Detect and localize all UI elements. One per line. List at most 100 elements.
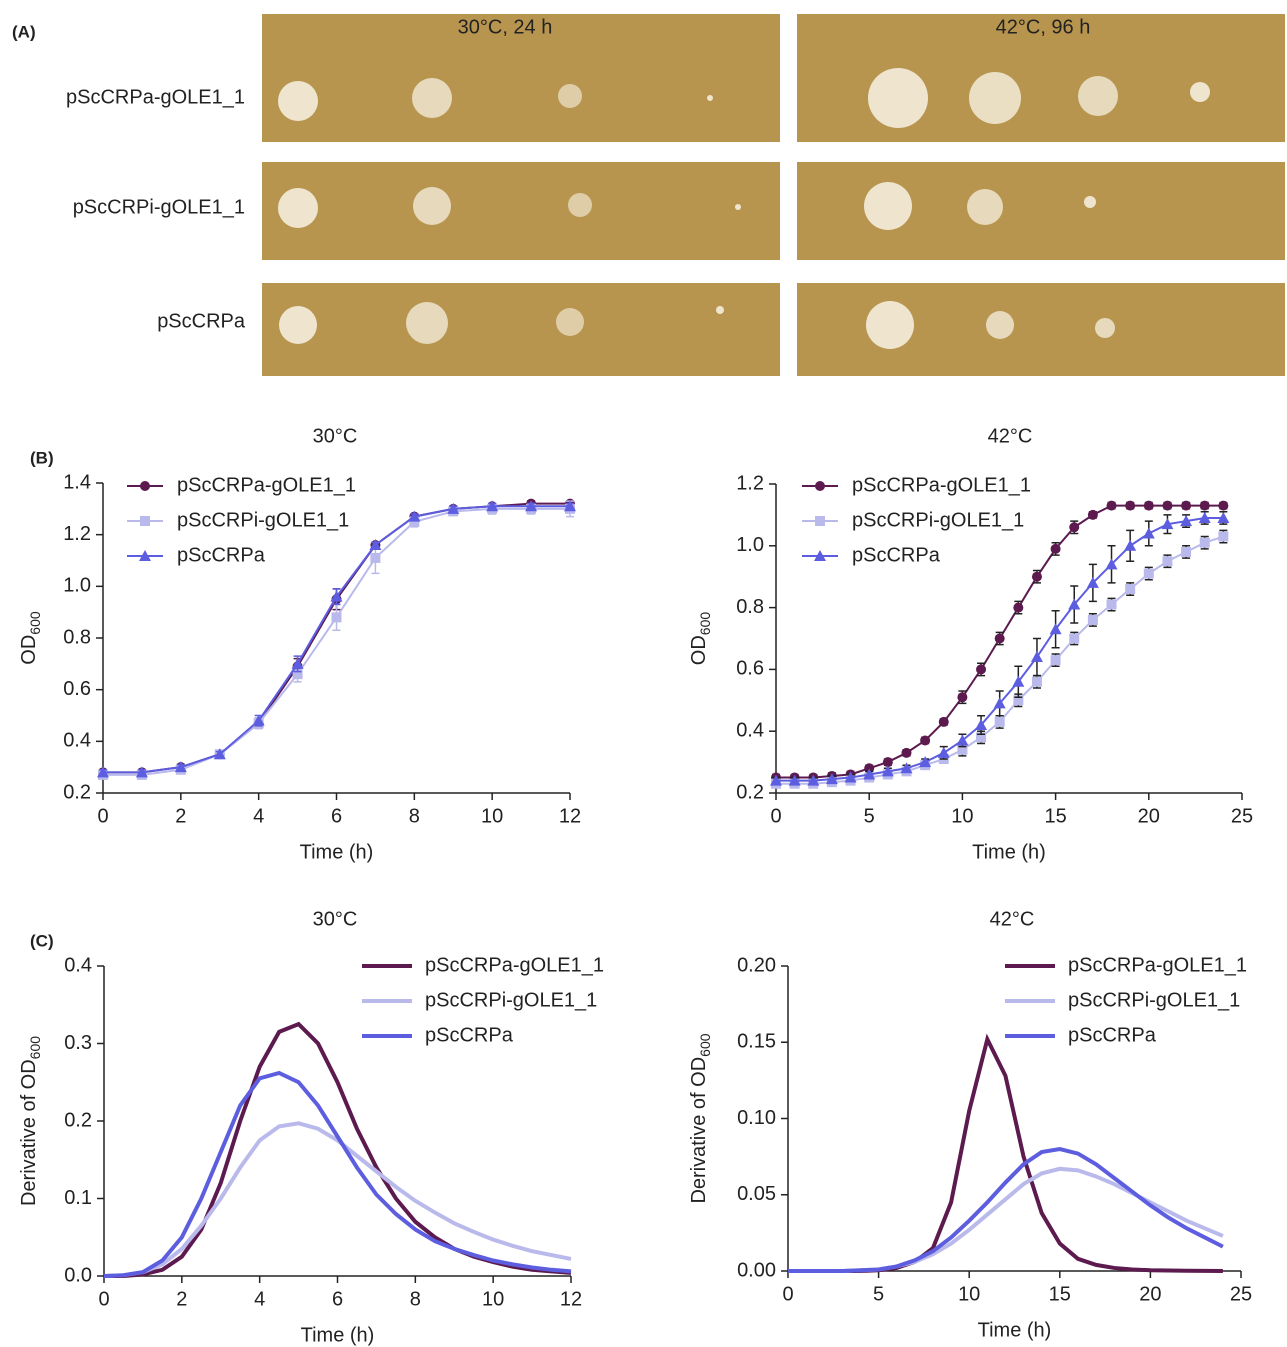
point	[252, 714, 265, 726]
y-tick-label: 0.15	[737, 1031, 776, 1053]
point	[174, 761, 187, 773]
plate	[262, 283, 780, 376]
line	[103, 507, 570, 776]
point	[920, 735, 931, 746]
point	[1162, 500, 1173, 511]
chart: 42°C 0.2 0.4 0.6 0.8 1.0 1.2 0 5 10 15 20 25 Time (h)…	[688, 425, 1253, 863]
point	[1181, 546, 1192, 557]
point	[807, 774, 820, 786]
plate	[262, 162, 780, 260]
spot	[278, 188, 318, 228]
line	[103, 1070, 572, 1278]
spot	[864, 182, 912, 230]
x-tick-label: 5	[873, 1283, 884, 1305]
point	[1143, 500, 1154, 511]
point	[213, 748, 226, 760]
point	[1086, 576, 1099, 588]
line	[788, 1033, 1223, 1273]
x-tick-label: 25	[1231, 805, 1253, 827]
line	[776, 535, 1224, 785]
series: pScCRPa	[103, 1024, 572, 1278]
point	[882, 757, 893, 768]
point	[1125, 500, 1136, 511]
x-tick-label: 0	[782, 1283, 793, 1305]
y-tick-label: 0.4	[64, 954, 92, 976]
point	[1161, 518, 1174, 530]
spot	[986, 311, 1014, 339]
point	[1069, 633, 1080, 644]
point	[919, 756, 932, 768]
chart-title: 30°C	[313, 908, 358, 930]
x-tick-label: 12	[559, 805, 581, 827]
line	[103, 1121, 572, 1278]
line	[104, 1021, 572, 1278]
panel-label: (A)	[12, 22, 36, 41]
point	[863, 768, 876, 780]
y-axis-label: Derivative of OD600	[688, 1033, 712, 1203]
point	[994, 716, 1005, 727]
point	[447, 502, 460, 514]
y-tick-label: 0.2	[64, 1109, 92, 1131]
point	[976, 732, 987, 743]
point	[1012, 675, 1025, 687]
point	[291, 657, 304, 669]
point	[1143, 568, 1154, 579]
y-tick-label: 0.10	[737, 1107, 776, 1129]
point	[1087, 509, 1098, 520]
x-tick-label: 20	[1139, 1283, 1161, 1305]
point	[1105, 558, 1118, 570]
legend-label: pScCRPa-gOLE1_1	[177, 474, 356, 496]
x-tick-label: 0	[97, 805, 108, 827]
point	[1013, 695, 1024, 706]
legend-label: pScCRPa	[425, 1024, 514, 1046]
x-tick-label: 10	[482, 1288, 504, 1310]
point	[957, 744, 968, 755]
series: pScCRPi-gOLE1_1	[103, 989, 597, 1278]
legend-marker	[815, 516, 825, 526]
series: pScCRPi-gOLE1_1	[771, 509, 1229, 789]
x-tick-label: 10	[481, 805, 503, 827]
point	[1106, 599, 1117, 610]
y-axis-label-main: OD	[18, 635, 40, 665]
legend-marker	[139, 550, 151, 561]
spot	[406, 302, 448, 344]
legend-marker	[815, 481, 825, 491]
y-tick-label: 0.05	[737, 1183, 776, 1205]
y-tick-label: 0.2	[63, 781, 91, 803]
x-tick-label: 12	[560, 1288, 582, 1310]
y-tick-label: 0.8	[63, 626, 91, 648]
point	[1106, 500, 1117, 511]
x-tick-label: 8	[410, 1288, 421, 1310]
point	[770, 774, 782, 786]
point	[1031, 676, 1042, 687]
spot	[412, 78, 452, 118]
x-tick-label: 4	[253, 805, 264, 827]
x-tick-label: 15	[1044, 805, 1066, 827]
point	[900, 762, 913, 774]
legend-label: pScCRPi-gOLE1_1	[1068, 989, 1240, 1011]
point	[956, 734, 969, 746]
point	[938, 716, 949, 727]
point	[993, 697, 1006, 709]
x-tick-label: 2	[175, 805, 186, 827]
point	[1217, 511, 1230, 523]
spot	[866, 301, 914, 349]
y-axis-label-main: Derivative of OD	[688, 1057, 710, 1204]
x-tick-label: 4	[254, 1288, 265, 1310]
y-tick-label: 0.8	[736, 596, 764, 618]
point	[330, 590, 343, 602]
point	[844, 771, 857, 783]
chart: 30°C 0.2 0.4 0.6 0.8 1.0 1.2 1.4 0 2 4 6 8 10 12 Time (…	[18, 425, 581, 863]
series: pScCRPi-gOLE1_1	[788, 989, 1240, 1273]
point	[1049, 623, 1062, 635]
point	[292, 669, 303, 680]
point	[1142, 527, 1155, 539]
series: pScCRPa	[97, 500, 576, 778]
point	[409, 516, 420, 527]
x-tick-label: 8	[409, 805, 420, 827]
legend-label: pScCRPa-gOLE1_1	[425, 954, 604, 976]
point	[135, 766, 148, 778]
legend-label: pScCRPa-gOLE1_1	[852, 474, 1031, 496]
legend-label: pScCRPa-gOLE1_1	[1068, 954, 1247, 976]
strain-label: pScCRPa	[157, 310, 246, 332]
